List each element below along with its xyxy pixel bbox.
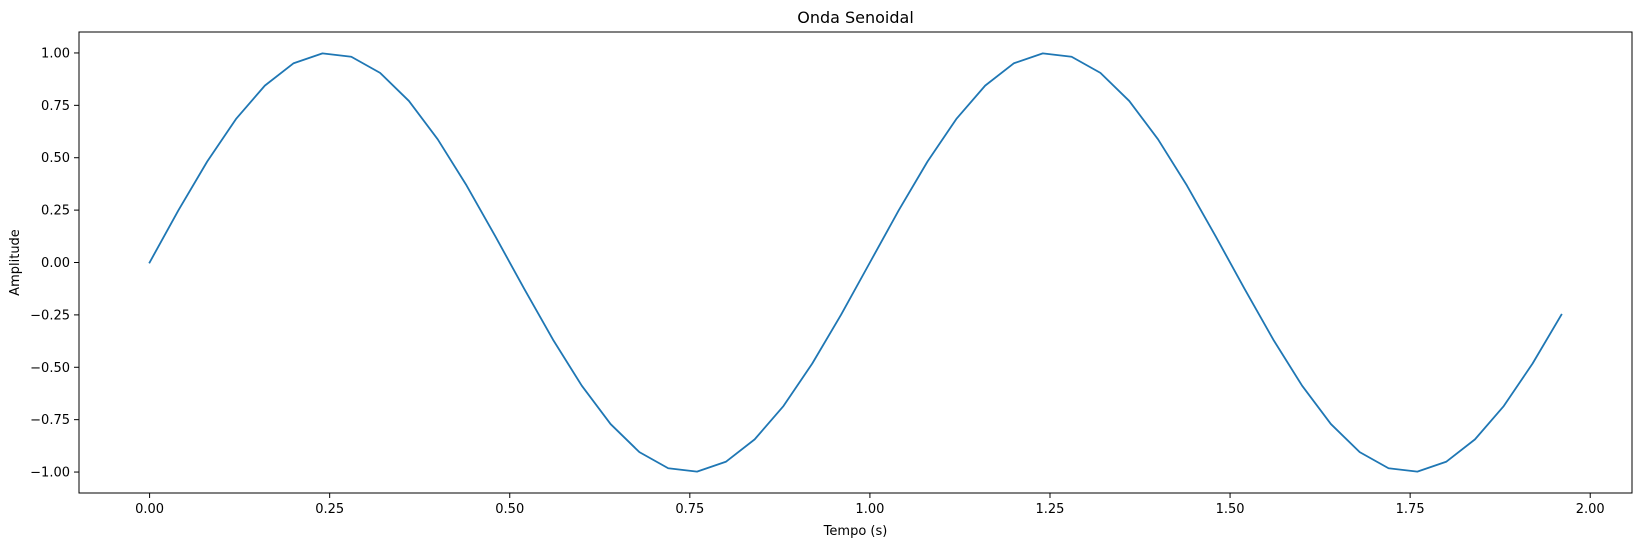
x-axis-label: Tempo (s) (823, 524, 888, 539)
chart-title: Onda Senoidal (797, 8, 914, 27)
x-tick-label: 2.00 (1576, 502, 1605, 517)
x-tick-label: 0.25 (315, 502, 344, 517)
y-tick-label: 0.50 (41, 151, 70, 166)
y-tick-label: 0.25 (41, 204, 70, 219)
x-tick-label: 0.50 (495, 502, 524, 517)
plot-area-frame (78, 31, 1633, 494)
x-tick-label: 1.00 (855, 502, 884, 517)
x-axis-ticks: 0.00 0.25 0.50 0.75 1.00 1.25 1.50 1.75 2.00 (135, 493, 1605, 517)
x-tick-label: 0.00 (135, 502, 164, 517)
x-tick-label: 1.50 (1216, 502, 1245, 517)
y-axis-ticks: −1.00 −0.75 −0.50 −0.25 0.00 0.25 0.50 0.75 1.00 (30, 46, 79, 481)
y-tick-label: −0.50 (30, 361, 70, 376)
y-axis-label: Amplitude (8, 229, 23, 296)
x-tick-label: 1.25 (1036, 502, 1065, 517)
y-tick-label: 0.00 (41, 256, 70, 271)
y-tick-label: −0.25 (30, 308, 70, 323)
x-tick-label: 0.75 (675, 502, 704, 517)
series-line-0 (148, 52, 1563, 473)
y-tick-label: −1.00 (30, 466, 70, 481)
y-tick-label: 1.00 (41, 46, 70, 61)
y-tick-label: 0.75 (41, 99, 70, 114)
series-layer (148, 52, 1563, 473)
x-tick-label: 1.75 (1396, 502, 1425, 517)
y-tick-label: −0.75 (30, 413, 70, 428)
